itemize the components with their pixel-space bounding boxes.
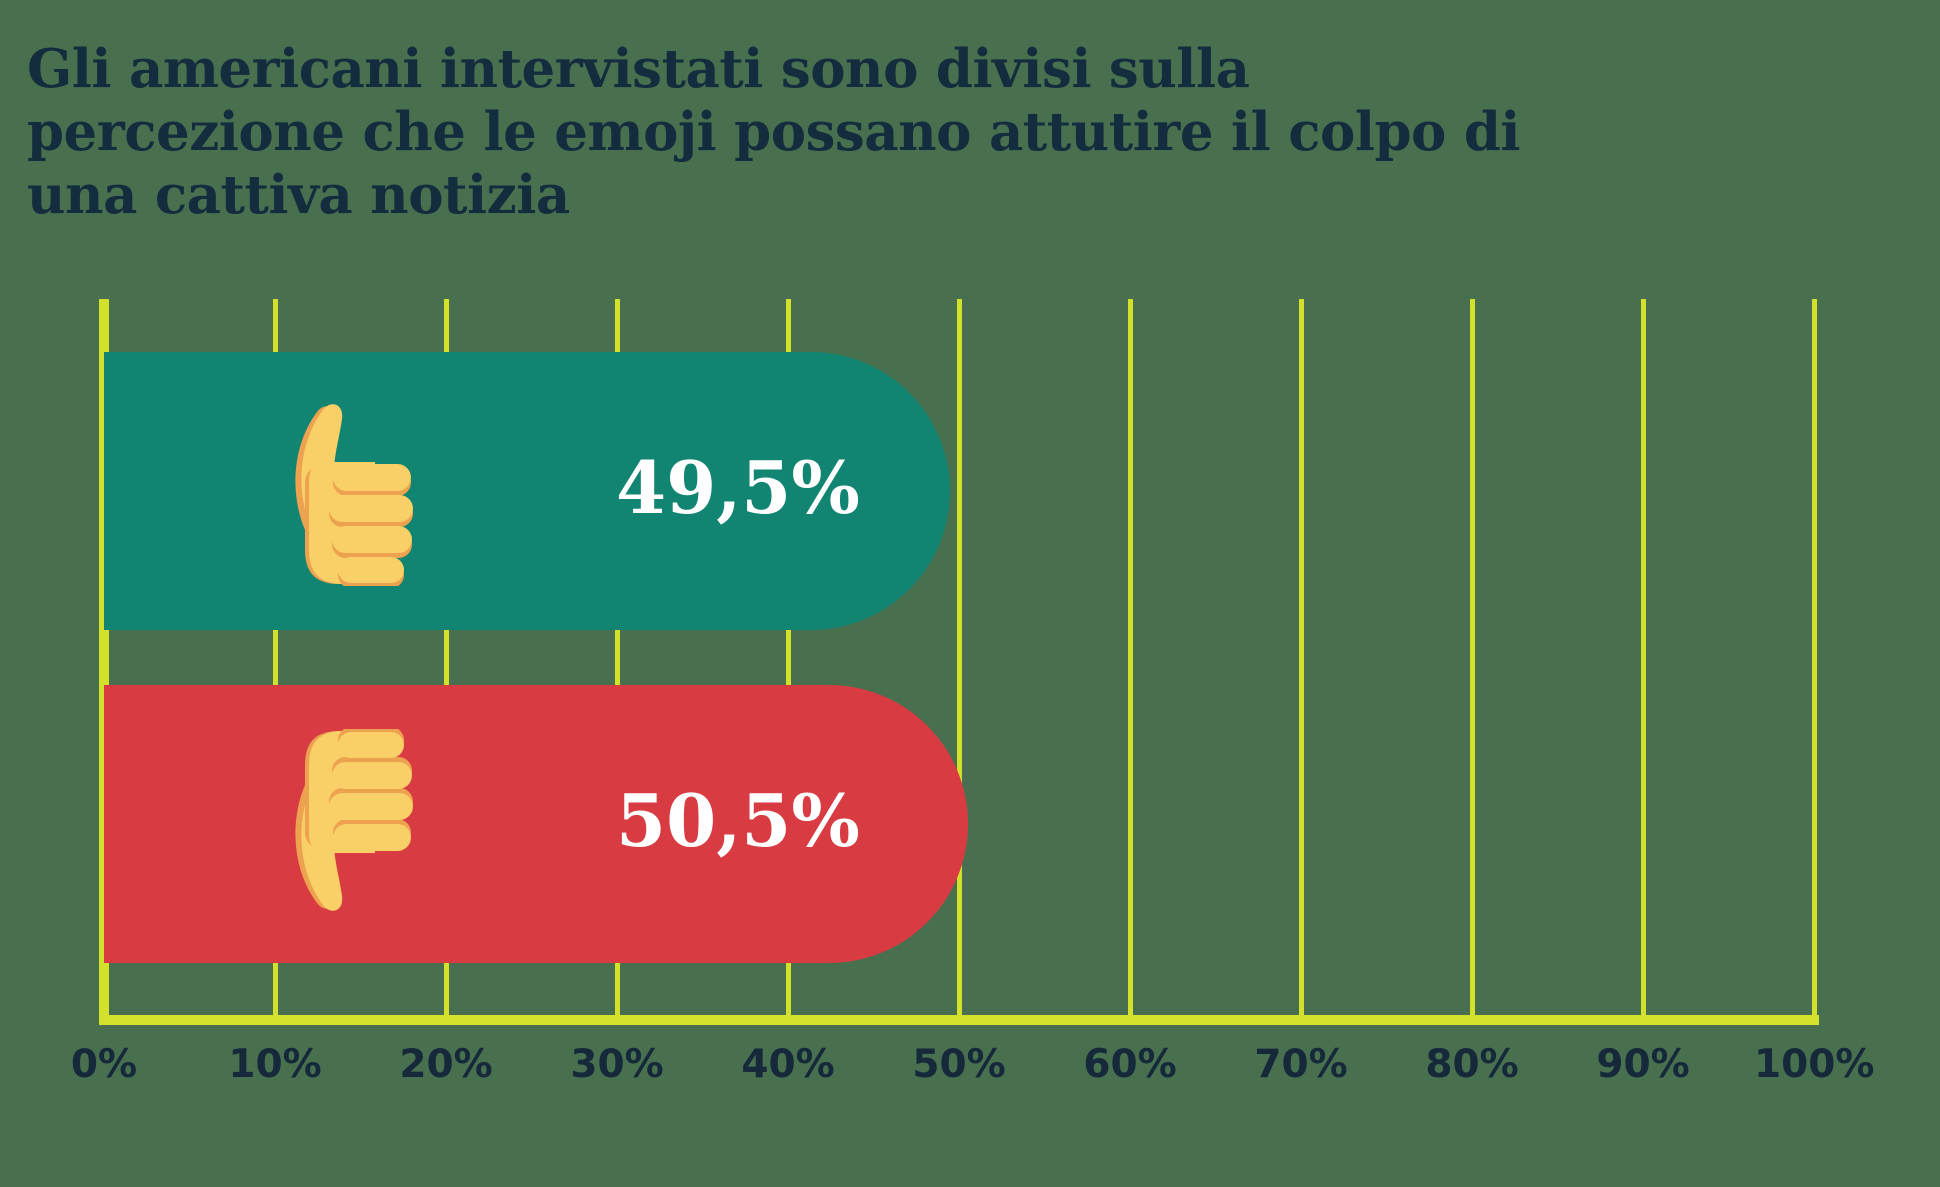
gridline-0% bbox=[99, 299, 109, 1015]
gridline-40% bbox=[785, 299, 791, 1015]
x-tick-50%: 50% bbox=[912, 1042, 1006, 1087]
x-tick-80%: 80% bbox=[1425, 1042, 1519, 1087]
bar-value-thumbs-up: 49,5% bbox=[616, 445, 860, 531]
thumbs-up-icon bbox=[295, 404, 413, 586]
gridline-50% bbox=[956, 299, 962, 1015]
gridline-90% bbox=[1640, 299, 1646, 1015]
gridline-10% bbox=[272, 299, 278, 1015]
bar-value-thumbs-down: 50,5% bbox=[616, 778, 860, 864]
gridline-30% bbox=[614, 299, 620, 1015]
bar-thumbs-up: 49,5% bbox=[104, 352, 951, 630]
bar-thumbs-down: 50,5% bbox=[104, 685, 968, 963]
gridline-60% bbox=[1127, 299, 1133, 1015]
chart-title-line-1: Gli americani intervistati sono divisi s… bbox=[27, 37, 1250, 100]
x-tick-40%: 40% bbox=[741, 1042, 835, 1087]
gridline-20% bbox=[443, 299, 449, 1015]
x-tick-100%: 100% bbox=[1754, 1042, 1875, 1087]
x-tick-0%: 0% bbox=[70, 1042, 138, 1087]
thumbs-down-icon bbox=[295, 729, 413, 911]
x-tick-90%: 90% bbox=[1596, 1042, 1690, 1087]
chart-title: Gli americani intervistati sono divisi s… bbox=[27, 37, 1521, 227]
chart-title-line-3: una cattiva notizia bbox=[27, 163, 570, 226]
gridline-70% bbox=[1298, 299, 1304, 1015]
x-tick-70%: 70% bbox=[1254, 1042, 1348, 1087]
x-tick-20%: 20% bbox=[399, 1042, 493, 1087]
gridline-100% bbox=[1811, 299, 1817, 1015]
x-tick-10%: 10% bbox=[228, 1042, 322, 1087]
chart-title-line-2: percezione che le emoji possano attutire… bbox=[27, 100, 1521, 163]
gridline-80% bbox=[1469, 299, 1475, 1015]
x-tick-30%: 30% bbox=[570, 1042, 664, 1087]
x-tick-60%: 60% bbox=[1083, 1042, 1177, 1087]
x-axis-line bbox=[99, 1015, 1819, 1025]
